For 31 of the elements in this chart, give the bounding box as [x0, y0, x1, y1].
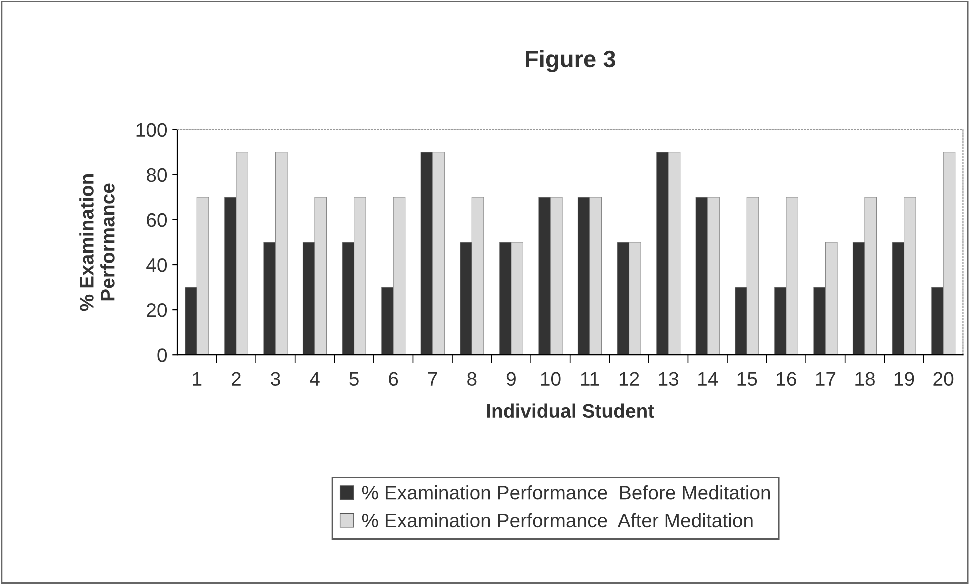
x-tick-label: 9 [506, 372, 516, 386]
y-tick-label: 80 [147, 168, 168, 182]
x-tick-label: 2 [232, 372, 241, 386]
y-tick-label: 60 [147, 213, 168, 228]
y-axis-title: % Examination Performance [80, 174, 115, 312]
x-tick-label: 12 [620, 372, 640, 386]
x-tick-label: 14 [698, 372, 718, 386]
x-tick-label: 8 [468, 372, 477, 386]
x-tick-label: 17 [816, 372, 836, 386]
chart-title: Figure 3 [526, 50, 616, 72]
x-tick-label: 19 [894, 372, 914, 386]
x-tick-label: 4 [310, 372, 320, 386]
x-tick-label: 13 [659, 372, 679, 386]
x-tick-label: 6 [389, 372, 398, 386]
legend-label: % Examination Performance Before Meditation [362, 486, 770, 500]
legend-label: % Examination Performance After Meditation [362, 513, 753, 528]
x-tick-label: 10 [541, 372, 561, 386]
x-tick-label: 11 [581, 372, 600, 386]
x-tick-label: 18 [856, 372, 875, 386]
y-tick-label: 100 [136, 123, 168, 138]
x-tick-label: 16 [777, 372, 796, 386]
x-tick-label: 5 [350, 372, 359, 386]
y-tick-label: 40 [146, 258, 168, 272]
x-tick-label: 3 [271, 372, 280, 386]
x-axis-title: Individual Student [487, 404, 654, 418]
x-tick-label: 15 [738, 372, 758, 386]
y-tick-label: 20 [147, 304, 168, 318]
x-tick-label: 1 [193, 372, 202, 386]
x-tick-label: 20 [934, 372, 954, 386]
y-tick-label: 0 [158, 348, 168, 362]
x-tick-label: 7 [428, 372, 438, 386]
